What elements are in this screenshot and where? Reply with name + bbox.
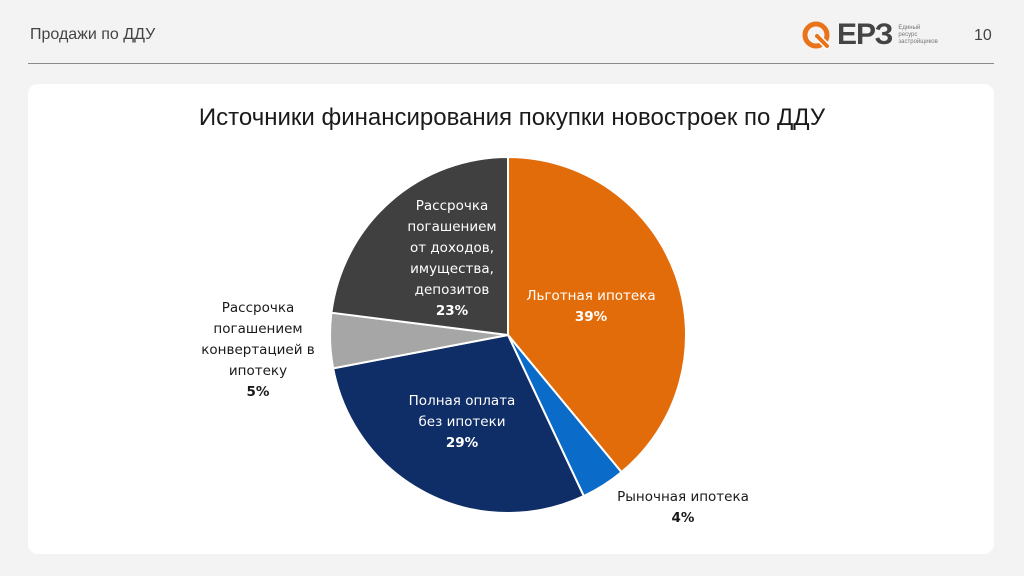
slice-label: Льготная ипотека 39% <box>526 288 655 325</box>
slice-value-label: 23% <box>436 303 469 319</box>
slice-label: Рассрочка погашением конвертацией в ипотеку… <box>201 300 315 400</box>
slice-label: Рыночная ипотека 4% <box>617 489 749 526</box>
logo-q-icon <box>802 21 831 50</box>
page-title: Продажи по ДДУ <box>30 26 156 43</box>
logo-tagline: Единый ресурс застройщиков <box>898 24 938 45</box>
logo-wordmark: ЕРЗ <box>837 18 893 51</box>
slice-label: Рассрочка погашением от доходов, имущества,… <box>407 198 496 319</box>
pie-slice <box>331 333 586 514</box>
pie-slice <box>507 155 687 474</box>
slice-value-label: 5% <box>247 384 270 400</box>
header-divider <box>28 63 994 64</box>
page-number: 10 <box>974 27 992 44</box>
pie-slice <box>330 155 509 337</box>
slice-value-label: 4% <box>672 510 695 526</box>
chart-title: Источники финансирования покупки новостр… <box>198 104 826 131</box>
company-logo: ЕРЗ Единый ресурс застройщиков <box>800 18 948 52</box>
slice-label: Полная оплата без ипотеки 29% <box>409 393 516 451</box>
slice-value-label: 39% <box>575 309 608 325</box>
slice-value-label: 29% <box>446 435 479 451</box>
